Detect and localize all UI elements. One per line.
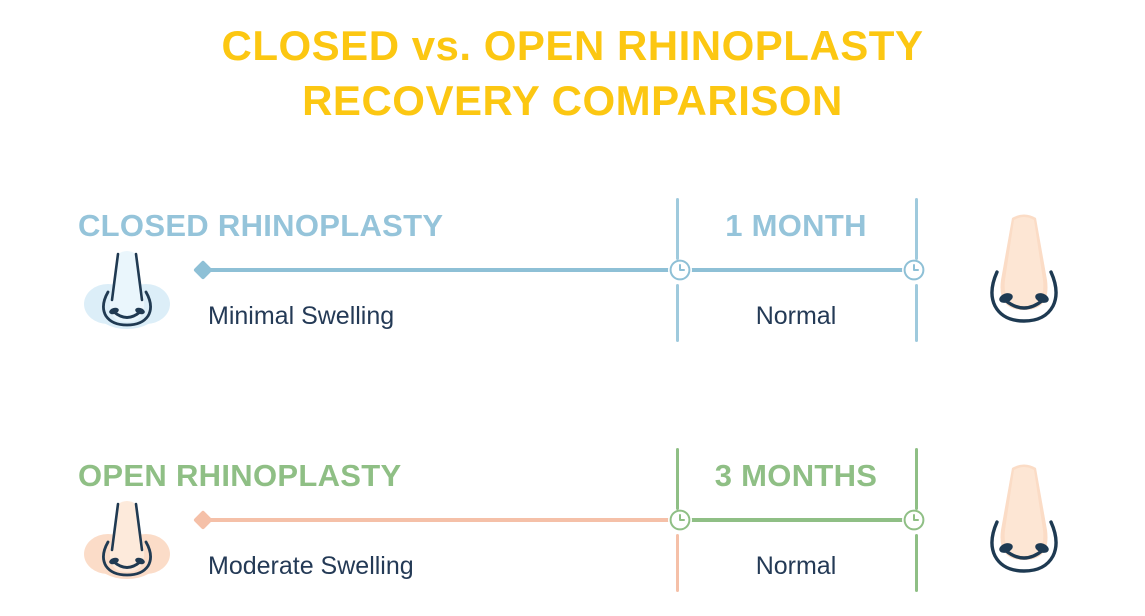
timeline-segment-a xyxy=(204,518,680,522)
caption-end-closed: Normal xyxy=(755,302,837,330)
timeline-open xyxy=(193,508,926,532)
timeline-segment-b xyxy=(688,268,910,272)
divider-right-top xyxy=(915,198,918,260)
nose-icon-swollen-peach xyxy=(78,492,176,590)
timeline-segment-b xyxy=(688,518,910,522)
caption-end-open: Normal xyxy=(755,552,837,580)
duration-label-open: 3 MONTHS xyxy=(714,458,878,493)
diamond-marker xyxy=(193,260,213,280)
divider-left-bottom xyxy=(676,284,679,342)
duration-label-closed: 1 MONTH xyxy=(725,208,867,243)
diamond-marker xyxy=(193,510,213,530)
comparison-row-closed: CLOSED RHINOPLASTY 1 MONTH xyxy=(0,180,1145,360)
divider-right-bottom xyxy=(915,284,918,342)
nose-icon-healed-skin xyxy=(968,210,1080,332)
divider-left-top xyxy=(676,448,679,510)
procedure-label-closed: CLOSED RHINOPLASTY xyxy=(78,208,444,243)
timeline-segment-a xyxy=(204,268,680,272)
comparison-row-open: OPEN RHINOPLASTY 3 MONTHS xyxy=(0,430,1145,610)
clock-icon-end xyxy=(902,508,926,532)
procedure-label-open: OPEN RHINOPLASTY xyxy=(78,458,402,493)
caption-start-open: Moderate Swelling xyxy=(208,552,414,580)
title-line-1: CLOSED vs. OPEN RHINOPLASTY xyxy=(221,22,924,69)
divider-left-top xyxy=(676,198,679,260)
divider-left-bottom xyxy=(676,534,679,592)
clock-icon-start xyxy=(668,508,692,532)
clock-icon-end xyxy=(902,258,926,282)
caption-start-closed: Minimal Swelling xyxy=(208,302,395,330)
page-title: CLOSED vs. OPEN RHINOPLASTY RECOVERY COM… xyxy=(0,18,1145,129)
divider-right-bottom xyxy=(915,534,918,592)
timeline-closed xyxy=(193,258,926,282)
nose-icon-healed-skin xyxy=(968,460,1080,582)
clock-icon-start xyxy=(668,258,692,282)
divider-right-top xyxy=(915,448,918,510)
title-line-2: RECOVERY COMPARISON xyxy=(302,77,843,125)
nose-icon-swollen-blue xyxy=(78,242,176,340)
